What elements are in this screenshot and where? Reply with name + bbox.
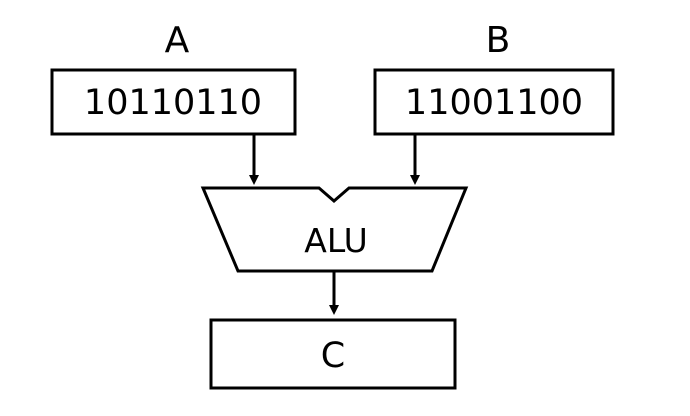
register-c-label: C bbox=[321, 336, 345, 376]
register-b-label: B bbox=[486, 20, 511, 61]
register-b-value: 11001100 bbox=[405, 83, 583, 123]
register-a-value: 10110110 bbox=[84, 83, 262, 123]
register-a-label: A bbox=[165, 20, 190, 61]
register-c-box bbox=[209, 318, 457, 390]
alu-shape bbox=[200, 186, 469, 273]
alu-label: ALU bbox=[304, 221, 367, 260]
register-b-box bbox=[373, 68, 615, 136]
register-a-box bbox=[50, 68, 297, 136]
